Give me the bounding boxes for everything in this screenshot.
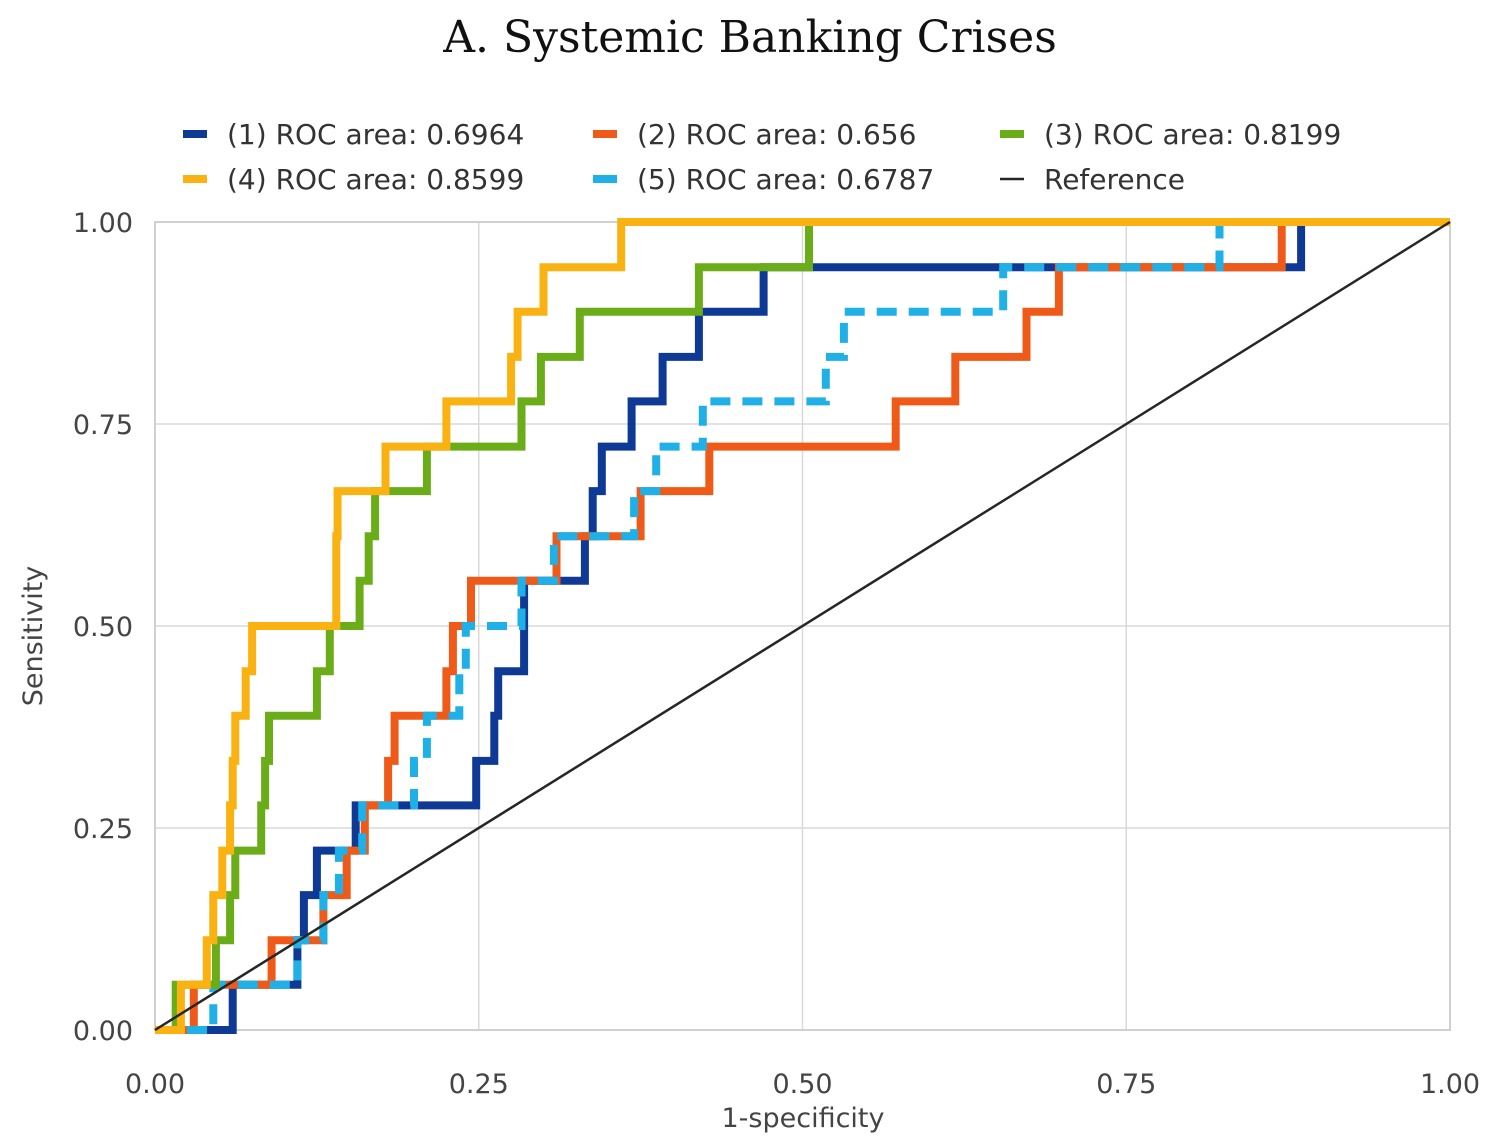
series-line-4 xyxy=(155,218,1450,1034)
y-tick-label: 1.00 xyxy=(73,208,133,239)
y-tick-label: 0.50 xyxy=(73,612,133,643)
x-tick-label: 0.75 xyxy=(1096,1069,1156,1100)
y-tick-label: 0.25 xyxy=(73,814,133,845)
x-axis-label: 1-specificity xyxy=(721,1103,884,1134)
x-tick-label: 0.25 xyxy=(449,1069,509,1100)
series-line-3 xyxy=(155,218,1450,1034)
y-tick-label: 0.75 xyxy=(73,410,133,441)
legend-label-5: (5) ROC area: 0.6787 xyxy=(637,163,934,196)
y-axis-label: Sensitivity xyxy=(18,566,49,707)
tick-labels: 0.00 0.25 0.50 0.75 1.00 0.00 0.25 0.50 0.75 1.00 xyxy=(73,208,1480,1100)
series-layer xyxy=(154,218,1451,1034)
x-tick-label: 0.50 xyxy=(772,1069,832,1100)
x-tick-label: 1.00 xyxy=(1420,1069,1480,1100)
x-tick-label: 0.00 xyxy=(125,1069,185,1100)
legend-label-1: (1) ROC area: 0.6964 xyxy=(227,118,524,151)
series-line-6 xyxy=(154,220,1451,1032)
legend: (1) ROC area: 0.6964 (2) ROC area: 0.656 (… xyxy=(183,118,1341,196)
legend-label-3: (3) ROC area: 0.8199 xyxy=(1044,118,1341,151)
y-tick-label: 0.00 xyxy=(73,1016,133,1047)
series-line-5 xyxy=(155,218,1450,1034)
legend-label-6: Reference xyxy=(1044,163,1185,196)
chart-title: A. Systemic Banking Crises xyxy=(442,12,1057,63)
legend-label-2: (2) ROC area: 0.656 xyxy=(637,118,916,151)
legend-label-4: (4) ROC area: 0.8599 xyxy=(227,163,524,196)
